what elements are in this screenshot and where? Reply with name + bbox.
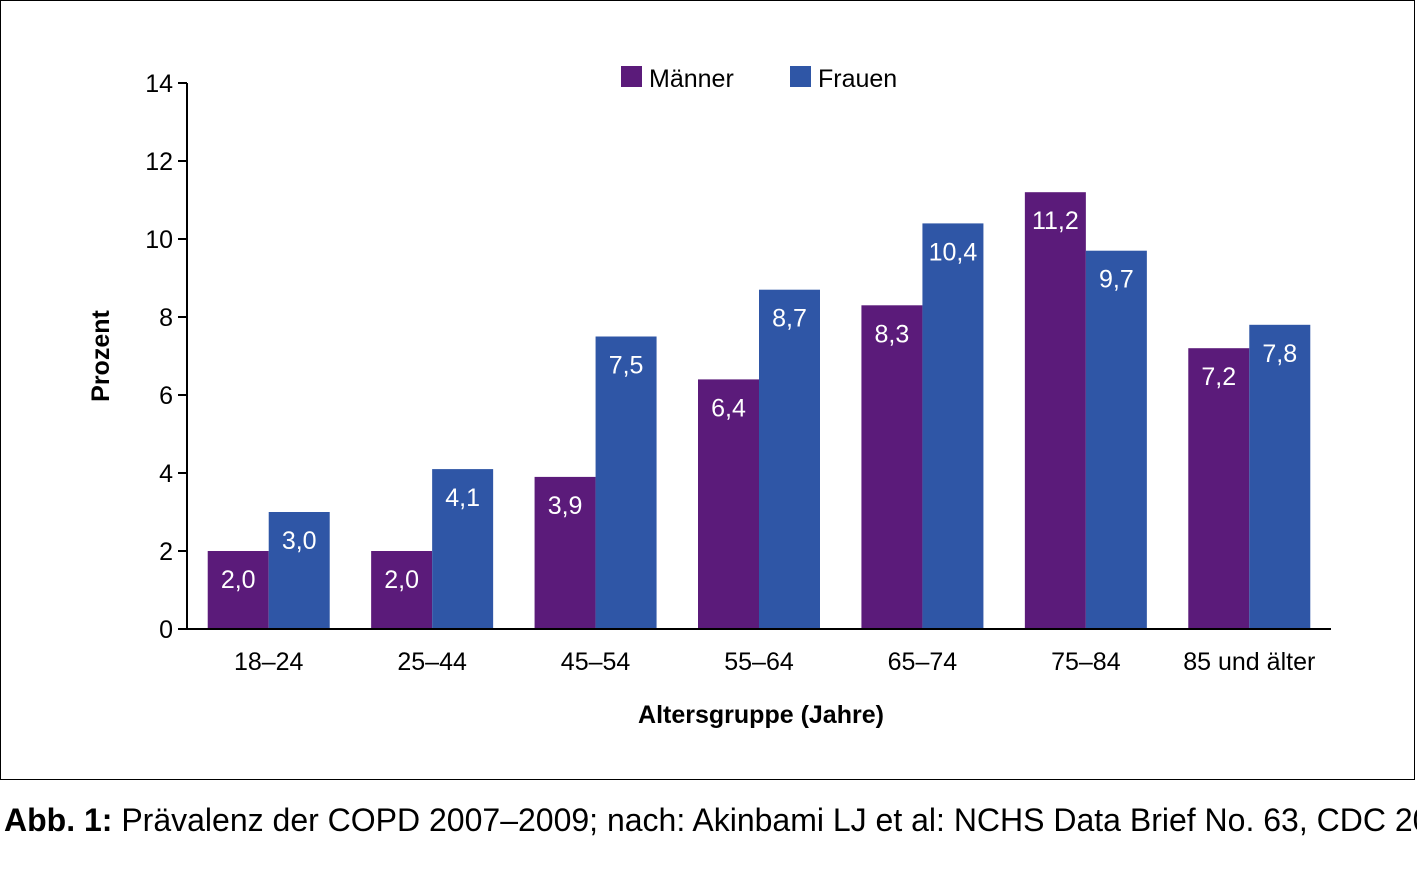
legend: Männer Frauen <box>621 65 897 93</box>
bar-value-label: 6,4 <box>711 394 746 422</box>
bar-frauen-4 <box>922 223 984 629</box>
bar-frauen-0 <box>268 512 330 629</box>
legend-swatch-frauen <box>790 66 811 87</box>
legend-label: Männer <box>649 65 734 93</box>
bar-frauen-2 <box>595 336 657 629</box>
y-tick-label: 12 <box>145 148 173 176</box>
y-tick-label: 2 <box>159 538 173 566</box>
bar-value-label: 7,2 <box>1201 363 1236 391</box>
bar-männer-6 <box>1188 348 1250 629</box>
y-tick-label: 6 <box>159 382 173 410</box>
x-tick-label: 45–54 <box>561 648 631 676</box>
bar-value-label: 3,0 <box>282 527 317 555</box>
bar-frauen-5 <box>1085 250 1147 629</box>
bar-männer-3 <box>698 379 759 629</box>
bar-value-label: 2,0 <box>384 566 419 594</box>
bar-frauen-1 <box>432 469 494 629</box>
bars: 2,0 3,0 2,0 4,1 3,9 7,5 6,4 8,7 8,3 10,4 11,2 9,7 7,… <box>207 192 1311 629</box>
bar-value-label: 7,8 <box>1262 340 1297 368</box>
bar-value-label: 4,1 <box>445 484 480 512</box>
y-tick-label: 0 <box>159 616 173 644</box>
legend-label: Frauen <box>818 65 897 93</box>
y-tick-label: 4 <box>159 460 173 488</box>
bar-männer-0 <box>207 551 269 629</box>
x-tick-label: 18–24 <box>234 648 304 676</box>
bar-value-label: 11,2 <box>1032 207 1079 235</box>
chart-frame: Männer Frauen 0 2 4 6 8 10 12 14 2,0 3,0 2,0 4,1 3,9… <box>0 0 1415 780</box>
y-tick-label: 8 <box>159 304 173 332</box>
bar-value-label: 8,3 <box>875 320 910 348</box>
x-tick-label: 85 und älter <box>1183 648 1315 676</box>
bar-value-label: 9,7 <box>1099 266 1134 294</box>
bar-value-label: 2,0 <box>221 566 256 594</box>
bar-männer-5 <box>1024 192 1086 629</box>
figure-caption: Abb. 1: Prävalenz der COPD 2007–2009; na… <box>4 802 1417 839</box>
bar-männer-2 <box>534 476 596 629</box>
y-axis-label: Prozent <box>87 309 115 401</box>
x-tick-label: 75–84 <box>1051 648 1121 676</box>
x-tick-label: 55–64 <box>724 648 794 676</box>
x-axis-label: Altersgruppe (Jahre) <box>638 701 884 729</box>
bar-männer-4 <box>861 305 923 629</box>
bar-value-label: 10,4 <box>929 238 978 266</box>
bar-männer-1 <box>371 551 433 629</box>
x-tick-label: 65–74 <box>888 648 958 676</box>
x-axis: 18–24 25–44 45–54 55–64 65–74 75–84 85 und ält… <box>187 628 1331 676</box>
caption-text: Prävalenz der COPD 2007–2009; nach: Akin… <box>112 802 1417 838</box>
x-tick-label: 25–44 <box>397 648 467 676</box>
bar-value-label: 7,5 <box>609 352 644 380</box>
y-tick-label: 14 <box>145 70 173 98</box>
caption-lead: Abb. 1: <box>4 802 113 838</box>
bar-value-label: 8,7 <box>772 305 807 333</box>
bar-frauen-6 <box>1249 324 1311 629</box>
bar-chart: Männer Frauen 0 2 4 6 8 10 12 14 2,0 3,0 2,0 4,1 3,9… <box>87 65 1331 729</box>
y-axis: 0 2 4 6 8 10 12 14 <box>145 70 188 644</box>
bar-frauen-3 <box>759 289 820 629</box>
y-tick-label: 10 <box>145 226 173 254</box>
legend-swatch-männer <box>621 66 642 87</box>
bar-value-label: 3,9 <box>548 492 583 520</box>
